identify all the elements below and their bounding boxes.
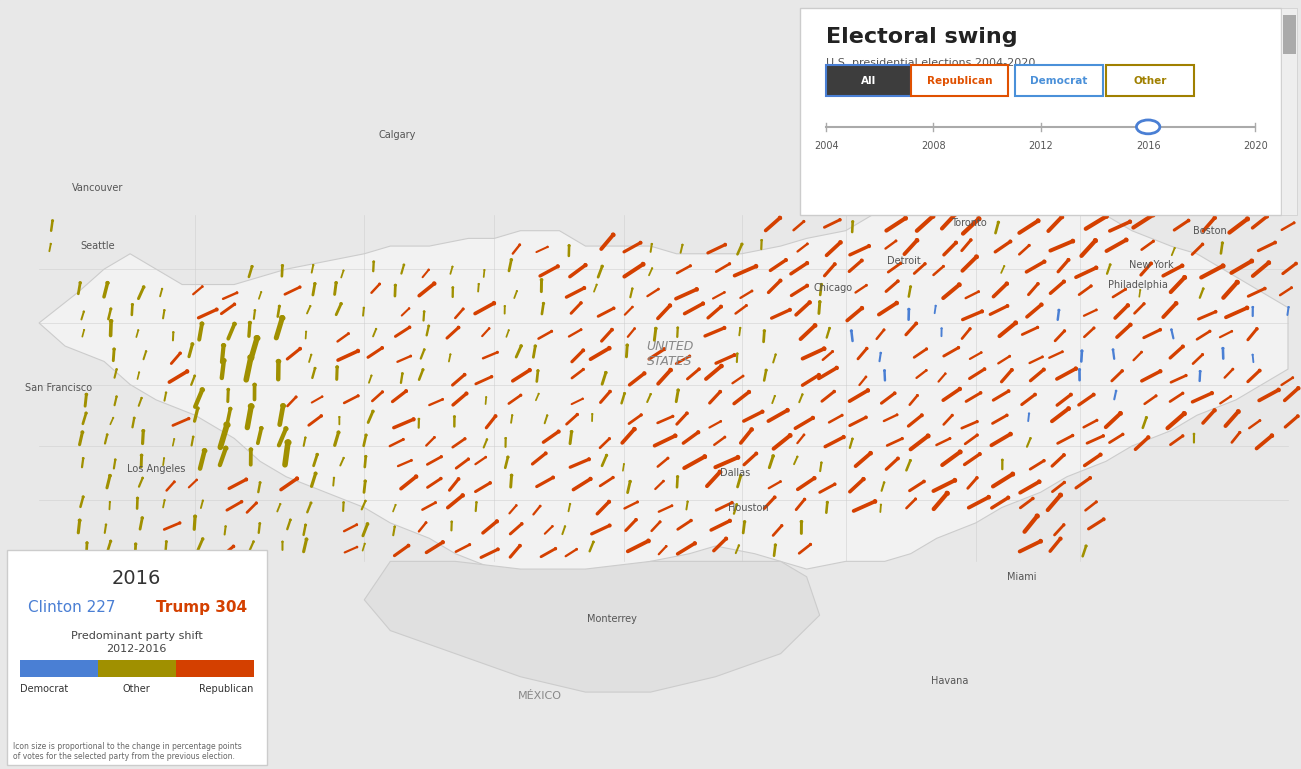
- Text: 2016: 2016: [1136, 141, 1160, 151]
- Text: Democrat: Democrat: [20, 684, 68, 694]
- Text: 2004: 2004: [814, 141, 838, 151]
- Bar: [826, 65, 911, 96]
- Text: Boston: Boston: [1193, 225, 1227, 236]
- Text: U.S. presidential elections 2004-2020: U.S. presidential elections 2004-2020: [826, 58, 1036, 68]
- Text: Democrat: Democrat: [1030, 75, 1088, 86]
- Text: Houston: Houston: [727, 502, 769, 513]
- Bar: [1015, 65, 1103, 96]
- Text: Havana: Havana: [932, 675, 968, 686]
- Text: Republican: Republican: [926, 75, 993, 86]
- Text: Chicago: Chicago: [813, 283, 852, 294]
- Polygon shape: [39, 200, 1288, 584]
- Bar: [911, 65, 1008, 96]
- Text: Other: Other: [1133, 75, 1167, 86]
- Bar: [176, 660, 254, 677]
- Text: Monterrey: Monterrey: [587, 614, 636, 624]
- Text: Other: Other: [122, 684, 151, 694]
- Text: Ottawa: Ottawa: [1042, 191, 1079, 201]
- Text: All: All: [861, 75, 876, 86]
- Circle shape: [1137, 120, 1160, 134]
- Text: Detroit: Detroit: [887, 256, 921, 267]
- Text: San Francisco: San Francisco: [25, 383, 92, 394]
- Text: Toronto: Toronto: [951, 218, 987, 228]
- Bar: [1106, 65, 1194, 96]
- Text: Vancouver: Vancouver: [72, 183, 124, 194]
- Text: Icon size is proportional to the change in percentage points
of votes for the se: Icon size is proportional to the change …: [13, 742, 242, 761]
- Polygon shape: [364, 561, 820, 692]
- Bar: [800, 8, 1281, 215]
- Text: Seattle: Seattle: [81, 241, 114, 251]
- Text: 2012: 2012: [1028, 141, 1054, 151]
- Text: UNITED
STATES: UNITED STATES: [647, 340, 693, 368]
- Bar: [20, 660, 98, 677]
- Text: Predominant party shift
2012-2016: Predominant party shift 2012-2016: [70, 631, 203, 654]
- Text: Clinton 227: Clinton 227: [27, 600, 116, 615]
- Text: Trump 304: Trump 304: [156, 600, 247, 615]
- Text: Miami: Miami: [1007, 571, 1036, 582]
- Text: 2020: 2020: [1242, 141, 1268, 151]
- Text: Electoral swing: Electoral swing: [826, 27, 1017, 47]
- Text: Dallas: Dallas: [719, 468, 751, 478]
- Text: MÉXICO: MÉXICO: [518, 691, 562, 701]
- Bar: [7, 550, 267, 765]
- Bar: [0, 0, 1301, 292]
- Text: 2008: 2008: [921, 141, 946, 151]
- Text: Republican: Republican: [199, 684, 254, 694]
- Bar: [1283, 15, 1296, 54]
- Text: New York: New York: [1129, 260, 1174, 271]
- Text: 2016: 2016: [112, 569, 161, 588]
- Text: Calgary: Calgary: [379, 129, 415, 140]
- Bar: [1281, 8, 1297, 215]
- Text: Montreal: Montreal: [1097, 191, 1141, 201]
- Text: Philadelphia: Philadelphia: [1108, 279, 1168, 290]
- Bar: [98, 660, 176, 677]
- Text: Los Angeles: Los Angeles: [127, 464, 185, 474]
